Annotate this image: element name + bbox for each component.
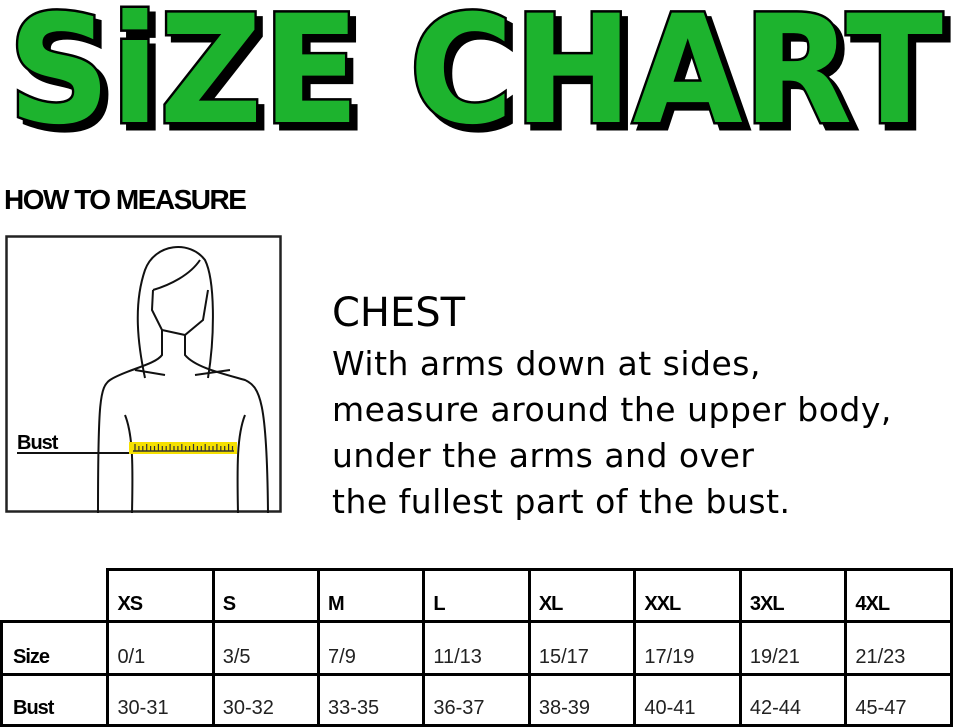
table-cell: 30-31 [106, 673, 215, 727]
table-header-row: XS S M L XL XXL 3XL 4XL [1, 568, 953, 623]
table-cell: 36-37 [422, 673, 531, 727]
how-to-measure-heading: HOW TO MEASURE [4, 184, 247, 215]
table-cell: 19/21 [738, 620, 848, 676]
table-cell: 11/13 [422, 620, 531, 676]
chest-instruction-line: under the arms and over [332, 436, 755, 475]
table-cell: 45-47 [844, 673, 953, 727]
table-row: Bust 30-31 30-32 33-35 36-37 38-39 40-41… [0, 673, 953, 727]
size-table: XS S M L XL XXL 3XL 4XL Size 0/1 3/5 7/9… [0, 568, 953, 727]
table-cell: 7/9 [317, 620, 426, 676]
table-cell: 38-39 [527, 673, 637, 727]
chest-instruction-line: the fullest part of the bust. [332, 482, 791, 521]
bust-measure-illustration: Bust [5, 235, 282, 513]
title-text: SiZE CHART [8, 0, 943, 158]
size-chart-title: SiZE CHART [6, 0, 946, 161]
size-header: 3XL [738, 568, 848, 623]
table-cell: 21/23 [844, 620, 953, 676]
table-cell: 40-41 [633, 673, 742, 727]
row-label: Bust [0, 673, 110, 727]
size-header: XS [106, 568, 215, 623]
bust-label: Bust [17, 432, 59, 454]
size-header: XL [527, 568, 637, 623]
table-cell: 30-32 [211, 673, 321, 727]
table-corner [1, 569, 108, 623]
table-row: Size 0/1 3/5 7/9 11/13 15/17 17/19 19/21… [0, 620, 953, 676]
table-cell: 0/1 [106, 620, 215, 676]
size-header: M [317, 568, 426, 623]
size-header: XXL [633, 568, 742, 623]
size-header: S [211, 568, 321, 623]
size-header: 4XL [844, 568, 953, 623]
table-cell: 3/5 [211, 620, 321, 676]
table-cell: 42-44 [738, 673, 848, 727]
table-cell: 33-35 [317, 673, 426, 727]
size-header: L [422, 568, 531, 623]
table-cell: 15/17 [527, 620, 637, 676]
table-cell: 17/19 [633, 620, 742, 676]
chest-instruction-line: measure around the upper body, [332, 390, 892, 429]
chest-heading: CHEST [332, 290, 466, 336]
chest-instruction-line: With arms down at sides, [332, 344, 761, 383]
row-label: Size [0, 620, 110, 676]
